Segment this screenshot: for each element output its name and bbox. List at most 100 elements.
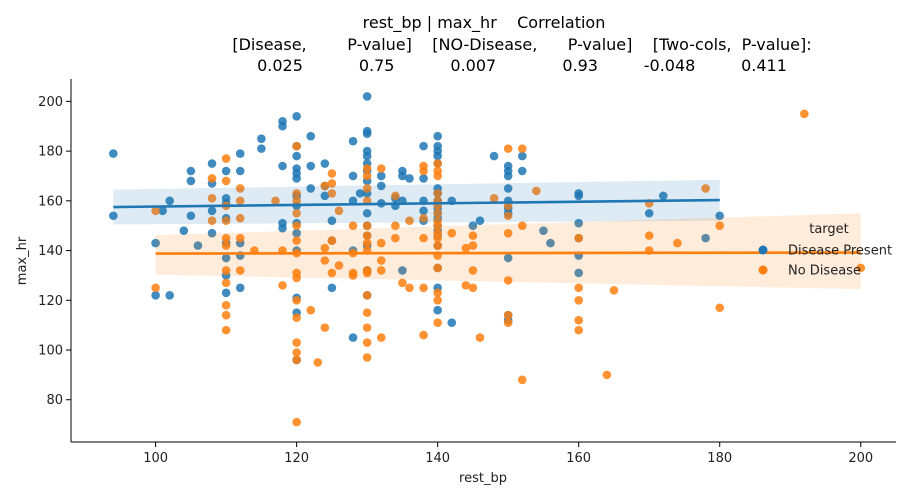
data-point	[362, 171, 372, 181]
data-point	[503, 276, 513, 285]
data-point	[503, 318, 513, 327]
data-point	[574, 295, 583, 305]
data-point	[503, 144, 513, 153]
data-point	[433, 208, 442, 218]
data-point	[186, 166, 196, 176]
data-point	[362, 291, 372, 300]
data-point	[221, 266, 231, 275]
data-point	[348, 171, 358, 181]
data-point	[468, 283, 478, 293]
data-point	[320, 191, 330, 201]
data-point	[292, 273, 301, 283]
data-point	[362, 238, 372, 248]
data-point	[376, 181, 386, 191]
data-point	[221, 300, 231, 310]
data-point	[207, 159, 217, 168]
data-point	[221, 176, 231, 186]
data-point	[517, 151, 527, 161]
data-point	[221, 278, 231, 288]
data-point	[574, 233, 583, 243]
data-point	[433, 159, 442, 168]
data-point	[292, 313, 301, 322]
data-point	[320, 159, 330, 168]
data-point	[362, 208, 372, 218]
data-point	[207, 174, 217, 183]
y-tick-label: 140	[38, 244, 63, 259]
data-point	[151, 238, 160, 248]
data-point	[362, 164, 372, 173]
data-point	[800, 109, 809, 119]
data-point	[292, 189, 301, 198]
data-point	[433, 241, 442, 250]
data-point	[327, 169, 337, 178]
data-point	[151, 283, 160, 293]
title-line-2: [Disease, P-value] [NO-Disease, P-value]…	[232, 35, 811, 54]
data-point	[609, 286, 619, 295]
data-point	[221, 325, 231, 335]
data-point	[489, 151, 499, 161]
data-point	[398, 171, 407, 181]
data-point	[320, 181, 330, 191]
axes: 100 120 140 160 180 200 80 100 120 140 160 180 200	[38, 79, 896, 466]
legend-label: Disease Present	[788, 244, 892, 259]
data-point	[165, 291, 175, 300]
data-point	[292, 228, 301, 238]
y-tick-label: 200	[38, 95, 63, 110]
data-point	[419, 233, 428, 243]
data-point	[221, 233, 231, 243]
data-point	[292, 208, 301, 218]
data-point	[207, 194, 217, 203]
data-point	[278, 121, 287, 131]
data-point	[517, 221, 527, 230]
data-point	[701, 233, 710, 243]
data-point	[362, 338, 372, 347]
data-point	[461, 243, 471, 253]
data-point	[546, 238, 555, 248]
data-point	[574, 283, 583, 293]
data-point	[320, 243, 330, 253]
data-point	[348, 221, 358, 230]
data-point	[221, 154, 231, 163]
x-tick-label: 140	[425, 451, 450, 466]
data-point	[235, 166, 245, 176]
data-point	[574, 191, 583, 201]
data-point	[468, 241, 478, 250]
data-point	[292, 348, 301, 357]
y-tick-label: 160	[38, 194, 63, 209]
data-point	[221, 241, 231, 250]
data-point	[306, 305, 316, 315]
data-point	[433, 318, 442, 327]
data-point	[235, 213, 245, 223]
title-line-1: rest_bp | max_hr Correlation	[363, 13, 606, 33]
data-point	[362, 268, 372, 278]
confidence-band	[113, 179, 720, 225]
data-point	[362, 353, 372, 362]
data-point	[235, 184, 245, 193]
data-point	[271, 196, 280, 206]
data-point	[235, 266, 245, 275]
data-point	[327, 216, 337, 226]
y-tick-label: 180	[38, 145, 63, 160]
data-point	[391, 233, 400, 243]
data-point	[419, 283, 428, 293]
x-tick-label: 180	[707, 451, 732, 466]
legend-marker	[758, 265, 768, 275]
data-point	[235, 196, 245, 206]
data-point	[327, 268, 337, 278]
data-point	[503, 228, 513, 238]
data-point	[362, 184, 372, 193]
data-point	[292, 355, 301, 365]
data-point	[489, 194, 499, 203]
x-tick-label: 120	[284, 451, 309, 466]
data-point	[292, 196, 301, 206]
data-point	[376, 171, 386, 181]
data-point	[334, 206, 344, 216]
data-point	[391, 221, 400, 230]
data-point	[419, 174, 428, 183]
data-point	[151, 206, 160, 216]
data-point	[292, 221, 301, 230]
data-point	[165, 196, 175, 206]
data-point	[306, 161, 316, 171]
data-point	[602, 370, 612, 380]
data-point	[644, 208, 654, 218]
